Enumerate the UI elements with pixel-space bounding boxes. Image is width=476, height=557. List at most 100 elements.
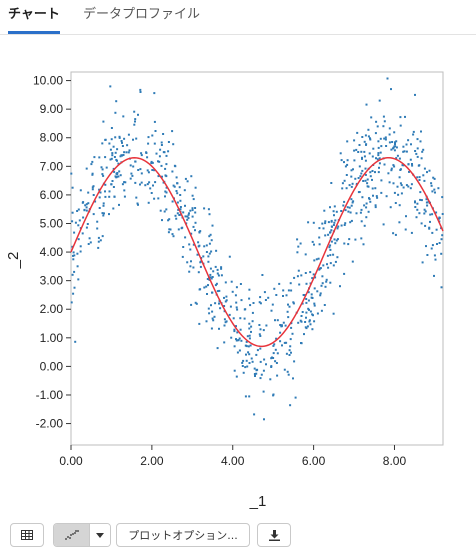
data-point <box>186 261 189 264</box>
fit-line <box>70 156 444 348</box>
data-point <box>164 174 167 177</box>
chart-type-dropdown[interactable] <box>89 524 110 546</box>
data-point <box>275 337 278 340</box>
data-point <box>218 289 221 292</box>
data-point <box>85 206 88 209</box>
data-point <box>126 144 129 147</box>
data-point <box>377 146 380 149</box>
y-tick-label: 8.00 <box>40 131 64 145</box>
data-point <box>243 317 246 320</box>
data-point <box>414 200 416 203</box>
data-point <box>279 340 282 343</box>
data-point <box>357 177 360 179</box>
data-point <box>224 281 227 284</box>
data-point <box>194 211 197 214</box>
data-point <box>219 307 222 310</box>
data-point <box>402 186 405 189</box>
data-point <box>210 304 212 307</box>
data-point <box>160 144 163 146</box>
data-point <box>369 175 372 178</box>
data-point <box>74 340 77 343</box>
data-point <box>172 235 175 238</box>
data-point <box>398 221 401 224</box>
data-point <box>393 165 396 168</box>
data-point <box>336 238 339 241</box>
data-point <box>305 298 308 300</box>
data-point <box>348 238 351 241</box>
data-point <box>163 151 166 154</box>
data-point <box>113 170 116 173</box>
data-point <box>90 163 93 166</box>
data-point <box>379 137 382 140</box>
data-point <box>281 344 283 347</box>
data-point <box>120 140 123 142</box>
data-point <box>374 187 377 190</box>
data-point <box>101 168 104 171</box>
data-point <box>360 150 363 153</box>
data-point <box>307 221 310 224</box>
data-point <box>258 333 261 336</box>
data-point <box>70 172 73 175</box>
data-point <box>378 157 381 160</box>
download-button[interactable] <box>257 523 291 547</box>
data-point <box>313 304 316 307</box>
data-point <box>235 306 238 309</box>
data-point <box>421 150 424 153</box>
data-point <box>344 165 347 168</box>
data-point <box>114 111 117 114</box>
data-point <box>73 286 76 289</box>
data-point <box>360 208 363 211</box>
data-point <box>203 245 206 248</box>
data-point <box>159 209 162 212</box>
data-point <box>409 158 412 161</box>
data-point <box>168 218 171 221</box>
data-point <box>114 175 117 178</box>
data-point <box>235 286 238 289</box>
data-point <box>309 310 312 313</box>
data-point <box>208 312 211 315</box>
tab-chart[interactable]: チャート <box>8 6 60 34</box>
data-point <box>330 219 333 222</box>
data-point <box>239 283 242 285</box>
data-point <box>181 226 184 229</box>
data-point <box>237 339 240 342</box>
data-point <box>191 194 194 197</box>
data-point <box>327 233 330 236</box>
data-point <box>123 151 126 154</box>
data-point <box>432 176 435 179</box>
data-point <box>310 296 313 299</box>
data-point <box>333 238 336 241</box>
plot-options-button[interactable]: プロットオプション... <box>116 523 250 547</box>
data-point <box>211 317 214 320</box>
data-point <box>255 372 258 375</box>
data-point <box>359 211 362 214</box>
data-point <box>285 294 288 297</box>
data-point <box>398 176 401 179</box>
data-point <box>187 213 190 216</box>
table-view-button[interactable] <box>10 523 44 547</box>
data-point <box>96 220 99 223</box>
data-point <box>429 220 431 223</box>
chart-view-button[interactable] <box>54 524 90 546</box>
data-point <box>168 228 171 231</box>
data-point <box>395 140 398 143</box>
data-point <box>139 168 142 171</box>
data-point <box>404 115 406 118</box>
data-point <box>112 186 115 188</box>
data-point <box>289 345 292 348</box>
data-point <box>245 353 247 356</box>
data-point <box>383 163 386 166</box>
data-point <box>377 140 380 143</box>
scatter-chart: 0.00 2.00 4.00 6.00 8.00 -2.00 -1.00 0.00 1.00 2.… <box>5 71 444 510</box>
data-point <box>335 239 338 242</box>
data-point <box>258 301 261 304</box>
data-point <box>301 311 304 313</box>
data-point <box>154 130 157 132</box>
data-point <box>207 307 210 310</box>
data-point <box>416 208 419 211</box>
tab-data-profile[interactable]: データプロファイル <box>83 7 201 22</box>
data-point <box>208 242 211 245</box>
data-point <box>82 216 85 219</box>
data-point <box>108 195 111 198</box>
data-point <box>153 197 156 200</box>
